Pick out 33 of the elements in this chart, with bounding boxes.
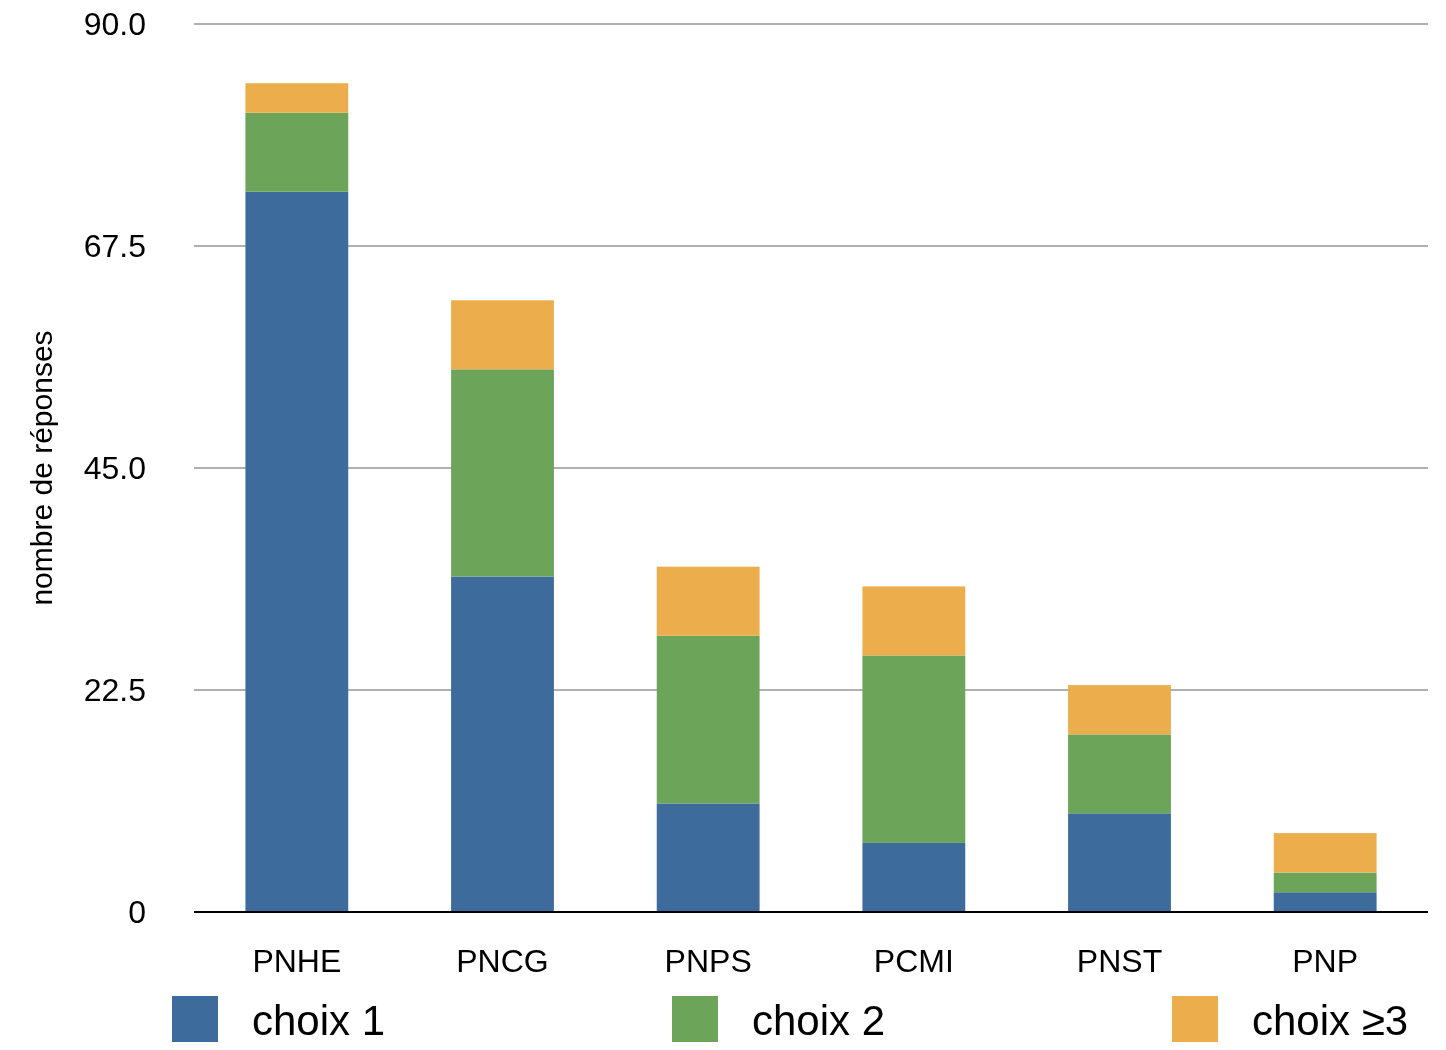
bar [862, 655, 966, 843]
legend-label: choix 2 [752, 996, 886, 1044]
x-tick-label: PNCG [456, 943, 549, 979]
bar [862, 586, 966, 656]
x-tick-label: PNST [1076, 943, 1163, 979]
y-axis-title: nombre de réponses [25, 330, 58, 606]
bar [451, 300, 554, 370]
y-tick-label: 0 [128, 894, 146, 931]
y-tick-label: 67.5 [83, 228, 146, 265]
bar [1273, 833, 1377, 873]
y-tick-label: 22.5 [83, 672, 146, 709]
x-tick-label: PNP [1292, 943, 1359, 979]
x-tick-label: PNPS [664, 943, 752, 979]
bar [1068, 813, 1171, 912]
bar [245, 191, 349, 912]
bar [656, 635, 760, 804]
bar [656, 566, 760, 636]
y-tick-label: 45.0 [83, 450, 146, 487]
bar [1068, 685, 1171, 735]
legend-label: choix 1 [252, 996, 386, 1044]
bar [1273, 892, 1377, 912]
bar [862, 842, 966, 912]
bar [451, 576, 554, 912]
bar [656, 803, 760, 912]
bar [1068, 734, 1171, 814]
bar [1273, 872, 1377, 893]
x-tick-label: PNHE [252, 943, 342, 979]
bar [245, 112, 349, 192]
x-tick-label: PCMI [873, 943, 954, 979]
y-tick-label: 90.0 [83, 6, 146, 43]
bar [451, 369, 554, 577]
legend-label: choix ≥3 [1252, 996, 1409, 1044]
bar [245, 83, 349, 113]
